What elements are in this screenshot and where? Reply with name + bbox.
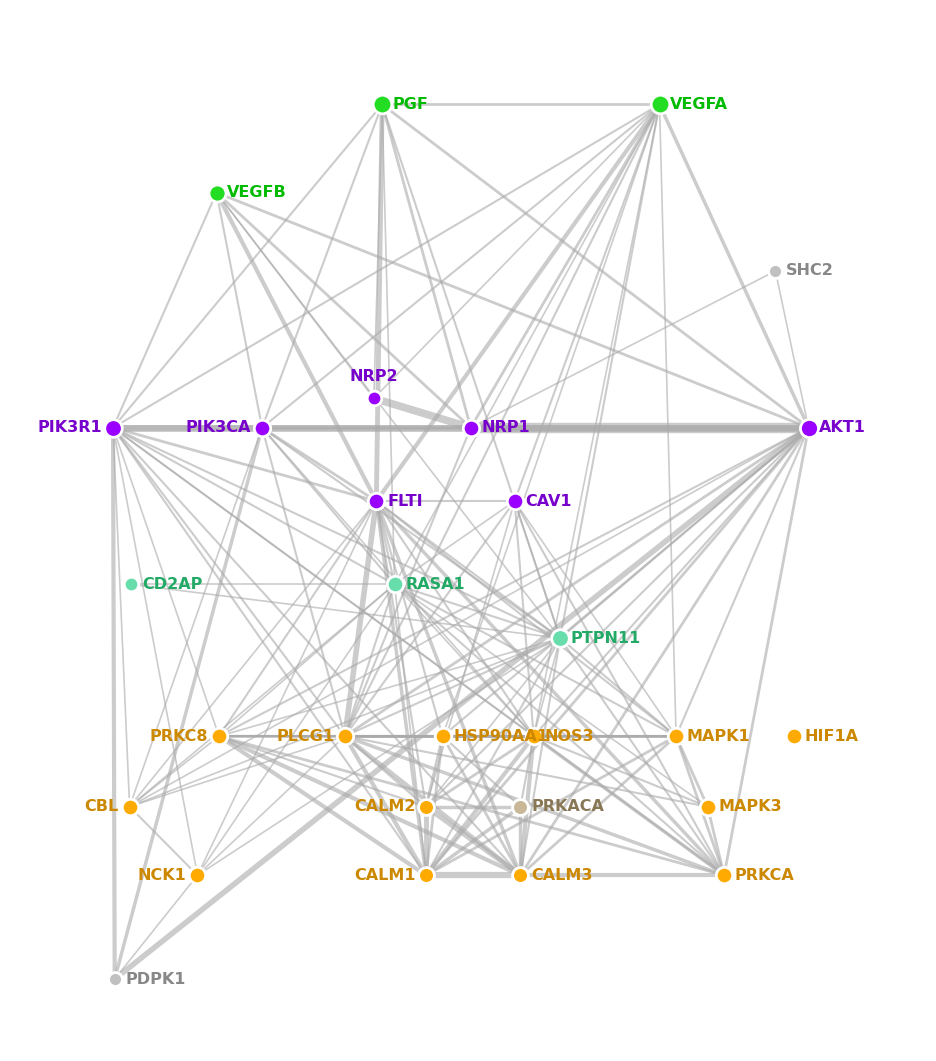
- Point: [668, 728, 683, 745]
- Point: [552, 630, 567, 647]
- Text: PIK3CA: PIK3CA: [186, 420, 251, 435]
- Text: CAV1: CAV1: [525, 493, 572, 508]
- Text: HIF1A: HIF1A: [804, 729, 858, 744]
- Point: [212, 728, 227, 745]
- Point: [418, 867, 433, 884]
- Point: [526, 728, 541, 745]
- Point: [369, 492, 384, 509]
- Text: PDPK1: PDPK1: [125, 972, 186, 987]
- Text: SHC2: SHC2: [786, 263, 834, 278]
- Point: [337, 728, 352, 745]
- Point: [418, 798, 433, 815]
- Point: [388, 576, 402, 593]
- Point: [435, 728, 450, 745]
- Text: PRKCA: PRKCA: [735, 868, 795, 883]
- Point: [190, 867, 205, 884]
- Point: [255, 419, 270, 436]
- Point: [209, 185, 224, 202]
- Point: [106, 419, 121, 436]
- Text: PTPN11: PTPN11: [571, 630, 641, 646]
- Text: VEGFA: VEGFA: [670, 97, 728, 112]
- Text: CALM1: CALM1: [354, 868, 416, 883]
- Text: CD2AP: CD2AP: [142, 577, 202, 592]
- Point: [717, 867, 732, 884]
- Point: [786, 728, 801, 745]
- Text: CALM2: CALM2: [354, 799, 416, 814]
- Point: [700, 798, 715, 815]
- Point: [108, 971, 123, 988]
- Text: AKT1: AKT1: [819, 420, 866, 435]
- Point: [801, 419, 816, 436]
- Point: [122, 798, 137, 815]
- Text: MAPK3: MAPK3: [718, 799, 782, 814]
- Point: [652, 95, 667, 112]
- Point: [124, 576, 139, 593]
- Text: RASA1: RASA1: [405, 577, 465, 592]
- Text: HSP90AA1: HSP90AA1: [453, 729, 548, 744]
- Text: CBL: CBL: [84, 799, 119, 814]
- Text: PLCG1: PLCG1: [276, 729, 334, 744]
- Point: [366, 389, 381, 406]
- Text: PRKACA: PRKACA: [532, 799, 604, 814]
- Text: VEGFB: VEGFB: [227, 185, 287, 201]
- Text: NOS3: NOS3: [545, 729, 594, 744]
- Text: NCK1: NCK1: [138, 868, 186, 883]
- Point: [374, 95, 389, 112]
- Point: [513, 798, 528, 815]
- Text: CALM3: CALM3: [532, 868, 592, 883]
- Point: [768, 262, 782, 279]
- Text: FLTI: FLTI: [388, 493, 423, 508]
- Point: [513, 867, 528, 884]
- Text: MAPK1: MAPK1: [687, 729, 751, 744]
- Point: [507, 492, 522, 509]
- Text: PGF: PGF: [393, 97, 429, 112]
- Text: NRP2: NRP2: [349, 369, 398, 384]
- Text: PIK3R1: PIK3R1: [37, 420, 102, 435]
- Point: [463, 419, 478, 436]
- Text: NRP1: NRP1: [481, 420, 530, 435]
- Text: PRKC8: PRKC8: [150, 729, 208, 744]
